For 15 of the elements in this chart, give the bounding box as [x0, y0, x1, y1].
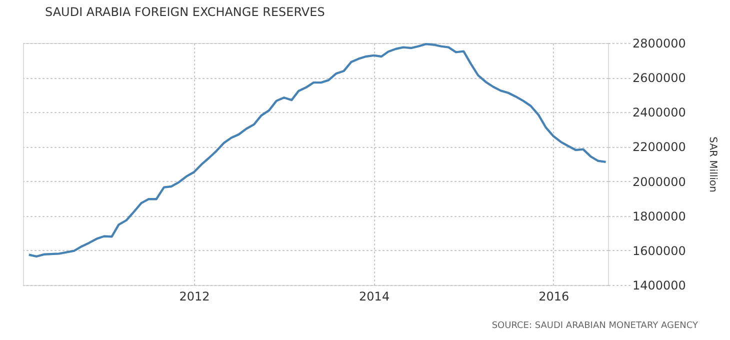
- y-tick-label: 2200000: [632, 140, 686, 154]
- y-tick-label: 2800000: [632, 36, 686, 50]
- y-tick-label: 1600000: [632, 244, 686, 258]
- y-tick-label: 2000000: [632, 174, 686, 189]
- line-series: [28, 42, 607, 258]
- x-tick-label: 2014: [359, 290, 390, 304]
- x-tick-label: 2016: [538, 290, 570, 304]
- y-tick-label: 1400000: [632, 278, 686, 292]
- y-axis-title: SAR Million: [706, 136, 718, 192]
- y-tick-label: 1800000: [632, 209, 686, 224]
- chart-title: SAUDI ARABIA FOREIGN EXCHANGE RESERVES: [45, 5, 325, 19]
- x-tick-label: 2012: [179, 290, 210, 304]
- y-tick-label: 2400000: [632, 106, 686, 120]
- y-tick-label: 2600000: [632, 71, 686, 86]
- source-note: SOURCE: SAUDI ARABIAN MONETARY AGENCY: [492, 321, 698, 331]
